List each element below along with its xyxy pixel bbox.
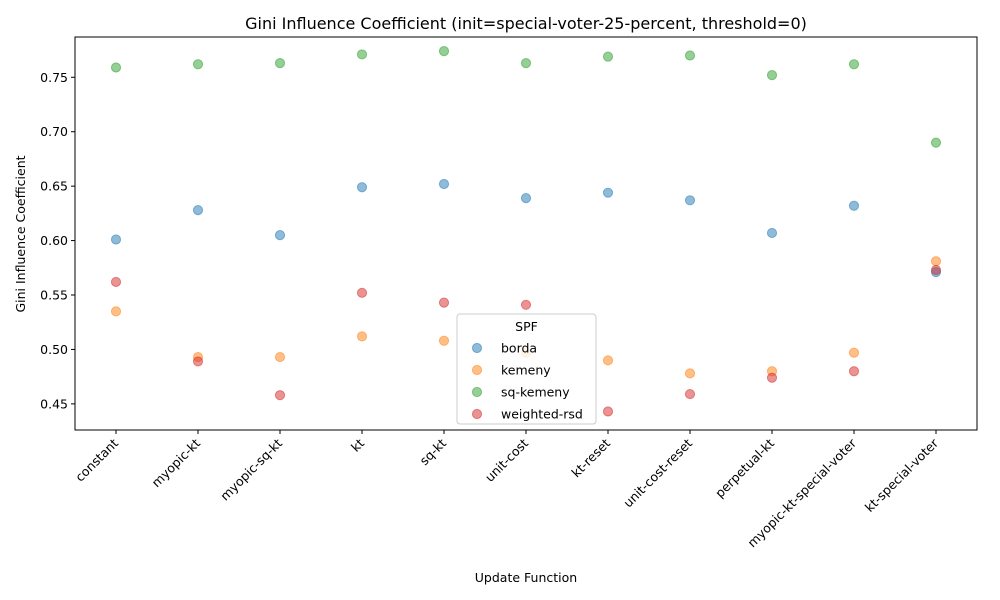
data-point-kemeny-sq-kt: [438, 335, 450, 346]
data-point-weighted-rsd-sq-kt: [438, 297, 450, 308]
data-point-kemeny-unit-cost-reset: [684, 368, 696, 379]
data-point-sq-kemeny-kt-reset: [602, 51, 614, 62]
data-point-weighted-rsd-myopic-sq-kt: [274, 390, 286, 401]
data-point-sq-kemeny-unit-cost: [520, 58, 532, 69]
legend-label-borda: borda: [501, 341, 537, 356]
legend-title: SPF: [515, 319, 538, 334]
data-point-borda-kt-reset: [602, 187, 614, 198]
data-point-weighted-rsd-unit-cost: [520, 299, 532, 310]
data-point-sq-kemeny-unit-cost-reset: [684, 50, 696, 61]
y-tick-label: 0.65: [40, 179, 68, 194]
data-point-kemeny-myopic-sq-kt: [274, 351, 286, 363]
data-point-borda-sq-kt: [438, 178, 450, 190]
series-sq-kemeny: [110, 46, 942, 148]
data-point-weighted-rsd-myopic-kt: [192, 356, 204, 367]
x-axis-label: Update Function: [475, 570, 577, 585]
data-point-kemeny-constant: [110, 306, 122, 317]
legend-label-kemeny: kemeny: [501, 363, 551, 378]
data-point-kemeny-kt-reset: [602, 355, 614, 366]
data-point-weighted-rsd-kt: [356, 287, 368, 298]
data-point-borda-kt: [356, 182, 368, 193]
data-point-weighted-rsd-perpetual-kt: [766, 372, 778, 383]
data-point-borda-myopic-kt: [192, 204, 204, 216]
legend-marker-sq-kemeny: [471, 386, 483, 398]
data-point-sq-kemeny-sq-kt: [438, 46, 450, 57]
data-point-sq-kemeny-constant: [110, 62, 122, 73]
legend: SPF borda kemeny sq-kemeny weighted-rsd: [456, 313, 597, 425]
data-point-sq-kemeny-kt-special-voter: [930, 137, 942, 148]
data-point-borda-myopic-sq-kt: [274, 230, 286, 241]
legend-marker-kemeny: [471, 364, 483, 376]
y-tick-label: 0.55: [40, 288, 68, 303]
data-point-weighted-rsd-myopic-kt-special-voter: [848, 366, 860, 377]
y-tick-label: 0.45: [40, 396, 68, 411]
series-weighted-rsd: [110, 264, 942, 417]
data-point-weighted-rsd-constant: [110, 276, 122, 288]
legend-marker-borda: [471, 342, 483, 354]
data-point-weighted-rsd-unit-cost-reset: [684, 388, 696, 400]
y-tick-label: 0.75: [40, 70, 68, 85]
legend-marker-weighted-rsd: [471, 408, 483, 420]
legend-box: [456, 313, 597, 425]
data-point-borda-unit-cost: [520, 193, 532, 204]
y-axis-ticks: 0.45 0.50 0.55 0.60 0.65 0.70 0.75: [40, 70, 75, 411]
data-point-borda-myopic-kt-special-voter: [848, 200, 860, 211]
data-point-borda-unit-cost-reset: [684, 195, 696, 206]
y-tick-label: 0.50: [40, 342, 68, 357]
data-point-borda-constant: [110, 234, 122, 245]
data-point-weighted-rsd-kt-reset: [602, 406, 614, 417]
data-point-kemeny-kt: [356, 331, 368, 342]
y-tick-label: 0.70: [40, 124, 68, 139]
y-axis-label: Gini Influence Coefficient: [13, 155, 28, 312]
plot-area: [74, 36, 978, 431]
data-point-sq-kemeny-myopic-kt: [192, 59, 204, 70]
legend-label-sq-kemeny: sq-kemeny: [501, 385, 570, 400]
data-point-kemeny-myopic-kt-special-voter: [848, 347, 860, 358]
data-point-sq-kemeny-kt: [356, 49, 368, 60]
chart-title: Gini Influence Coefficient (init=special…: [245, 14, 807, 33]
y-tick-label: 0.60: [40, 233, 68, 248]
data-point-kemeny-kt-special-voter: [930, 256, 942, 267]
data-point-weighted-rsd-kt-special-voter: [930, 264, 942, 276]
legend-label-weighted-rsd: weighted-rsd: [501, 407, 583, 422]
data-point-borda-perpetual-kt: [766, 227, 778, 239]
data-point-sq-kemeny-myopic-kt-special-voter: [848, 59, 860, 70]
data-point-sq-kemeny-perpetual-kt: [766, 70, 778, 81]
data-point-sq-kemeny-myopic-sq-kt: [274, 58, 286, 69]
